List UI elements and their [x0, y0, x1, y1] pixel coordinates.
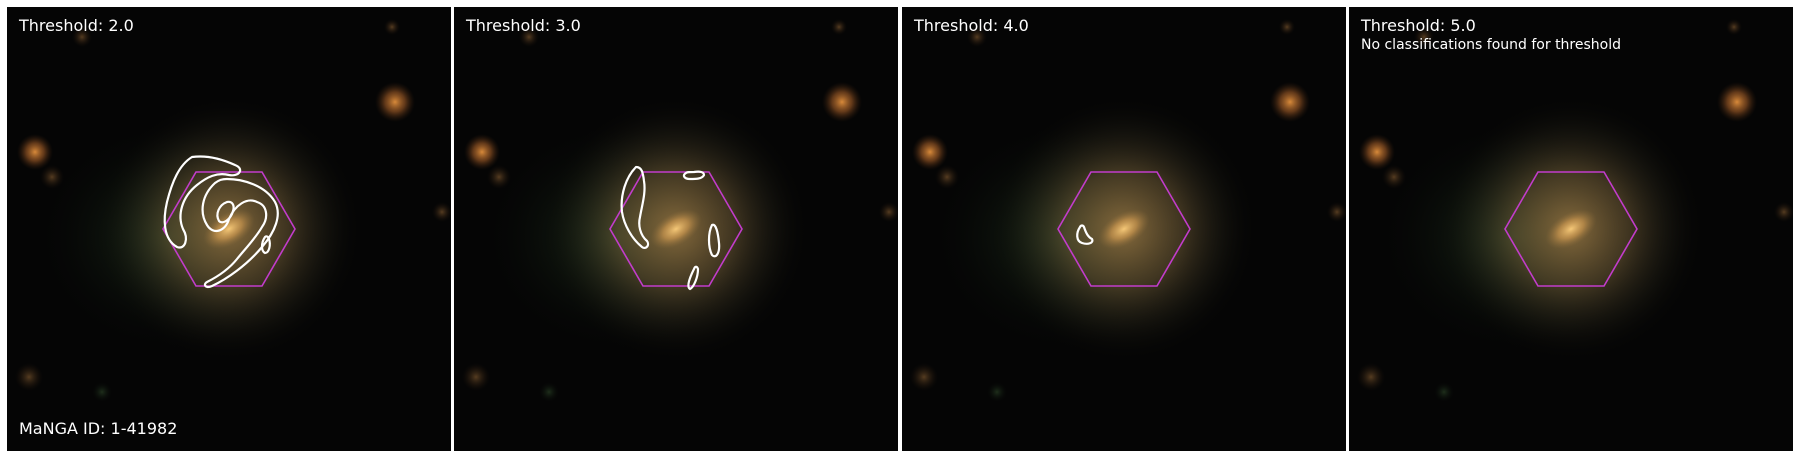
manga-id-label: MaNGA ID: 1-41982	[19, 419, 178, 438]
classification-contour	[163, 155, 279, 289]
galaxy-panel-threshold-3: Threshold: 3.0	[454, 7, 898, 451]
no-classifications-note: No classifications found for threshold	[1361, 37, 1621, 53]
galaxy-image	[454, 7, 898, 451]
galaxy-image	[1349, 7, 1793, 451]
threshold-label: Threshold: 2.0	[19, 16, 134, 35]
threshold-label: Threshold: 5.0	[1361, 16, 1476, 35]
threshold-label: Threshold: 3.0	[466, 16, 581, 35]
galaxy-panel-threshold-5: Threshold: 5.0 No classifications found …	[1349, 7, 1793, 451]
classification-contour	[1076, 224, 1094, 245]
galaxy-image	[902, 7, 1346, 451]
galaxy-panel-threshold-4: Threshold: 4.0	[902, 7, 1346, 451]
ifu-hexagon	[609, 171, 743, 287]
galaxy-panel-threshold-2: Threshold: 2.0 MaNGA ID: 1-41982	[7, 7, 451, 451]
ifu-hexagon	[162, 171, 296, 287]
ifu-hexagon	[1504, 171, 1638, 287]
classification-contour	[620, 165, 721, 291]
threshold-label: Threshold: 4.0	[914, 16, 1029, 35]
galaxy-image	[7, 7, 451, 451]
ifu-hexagon	[1057, 171, 1191, 287]
